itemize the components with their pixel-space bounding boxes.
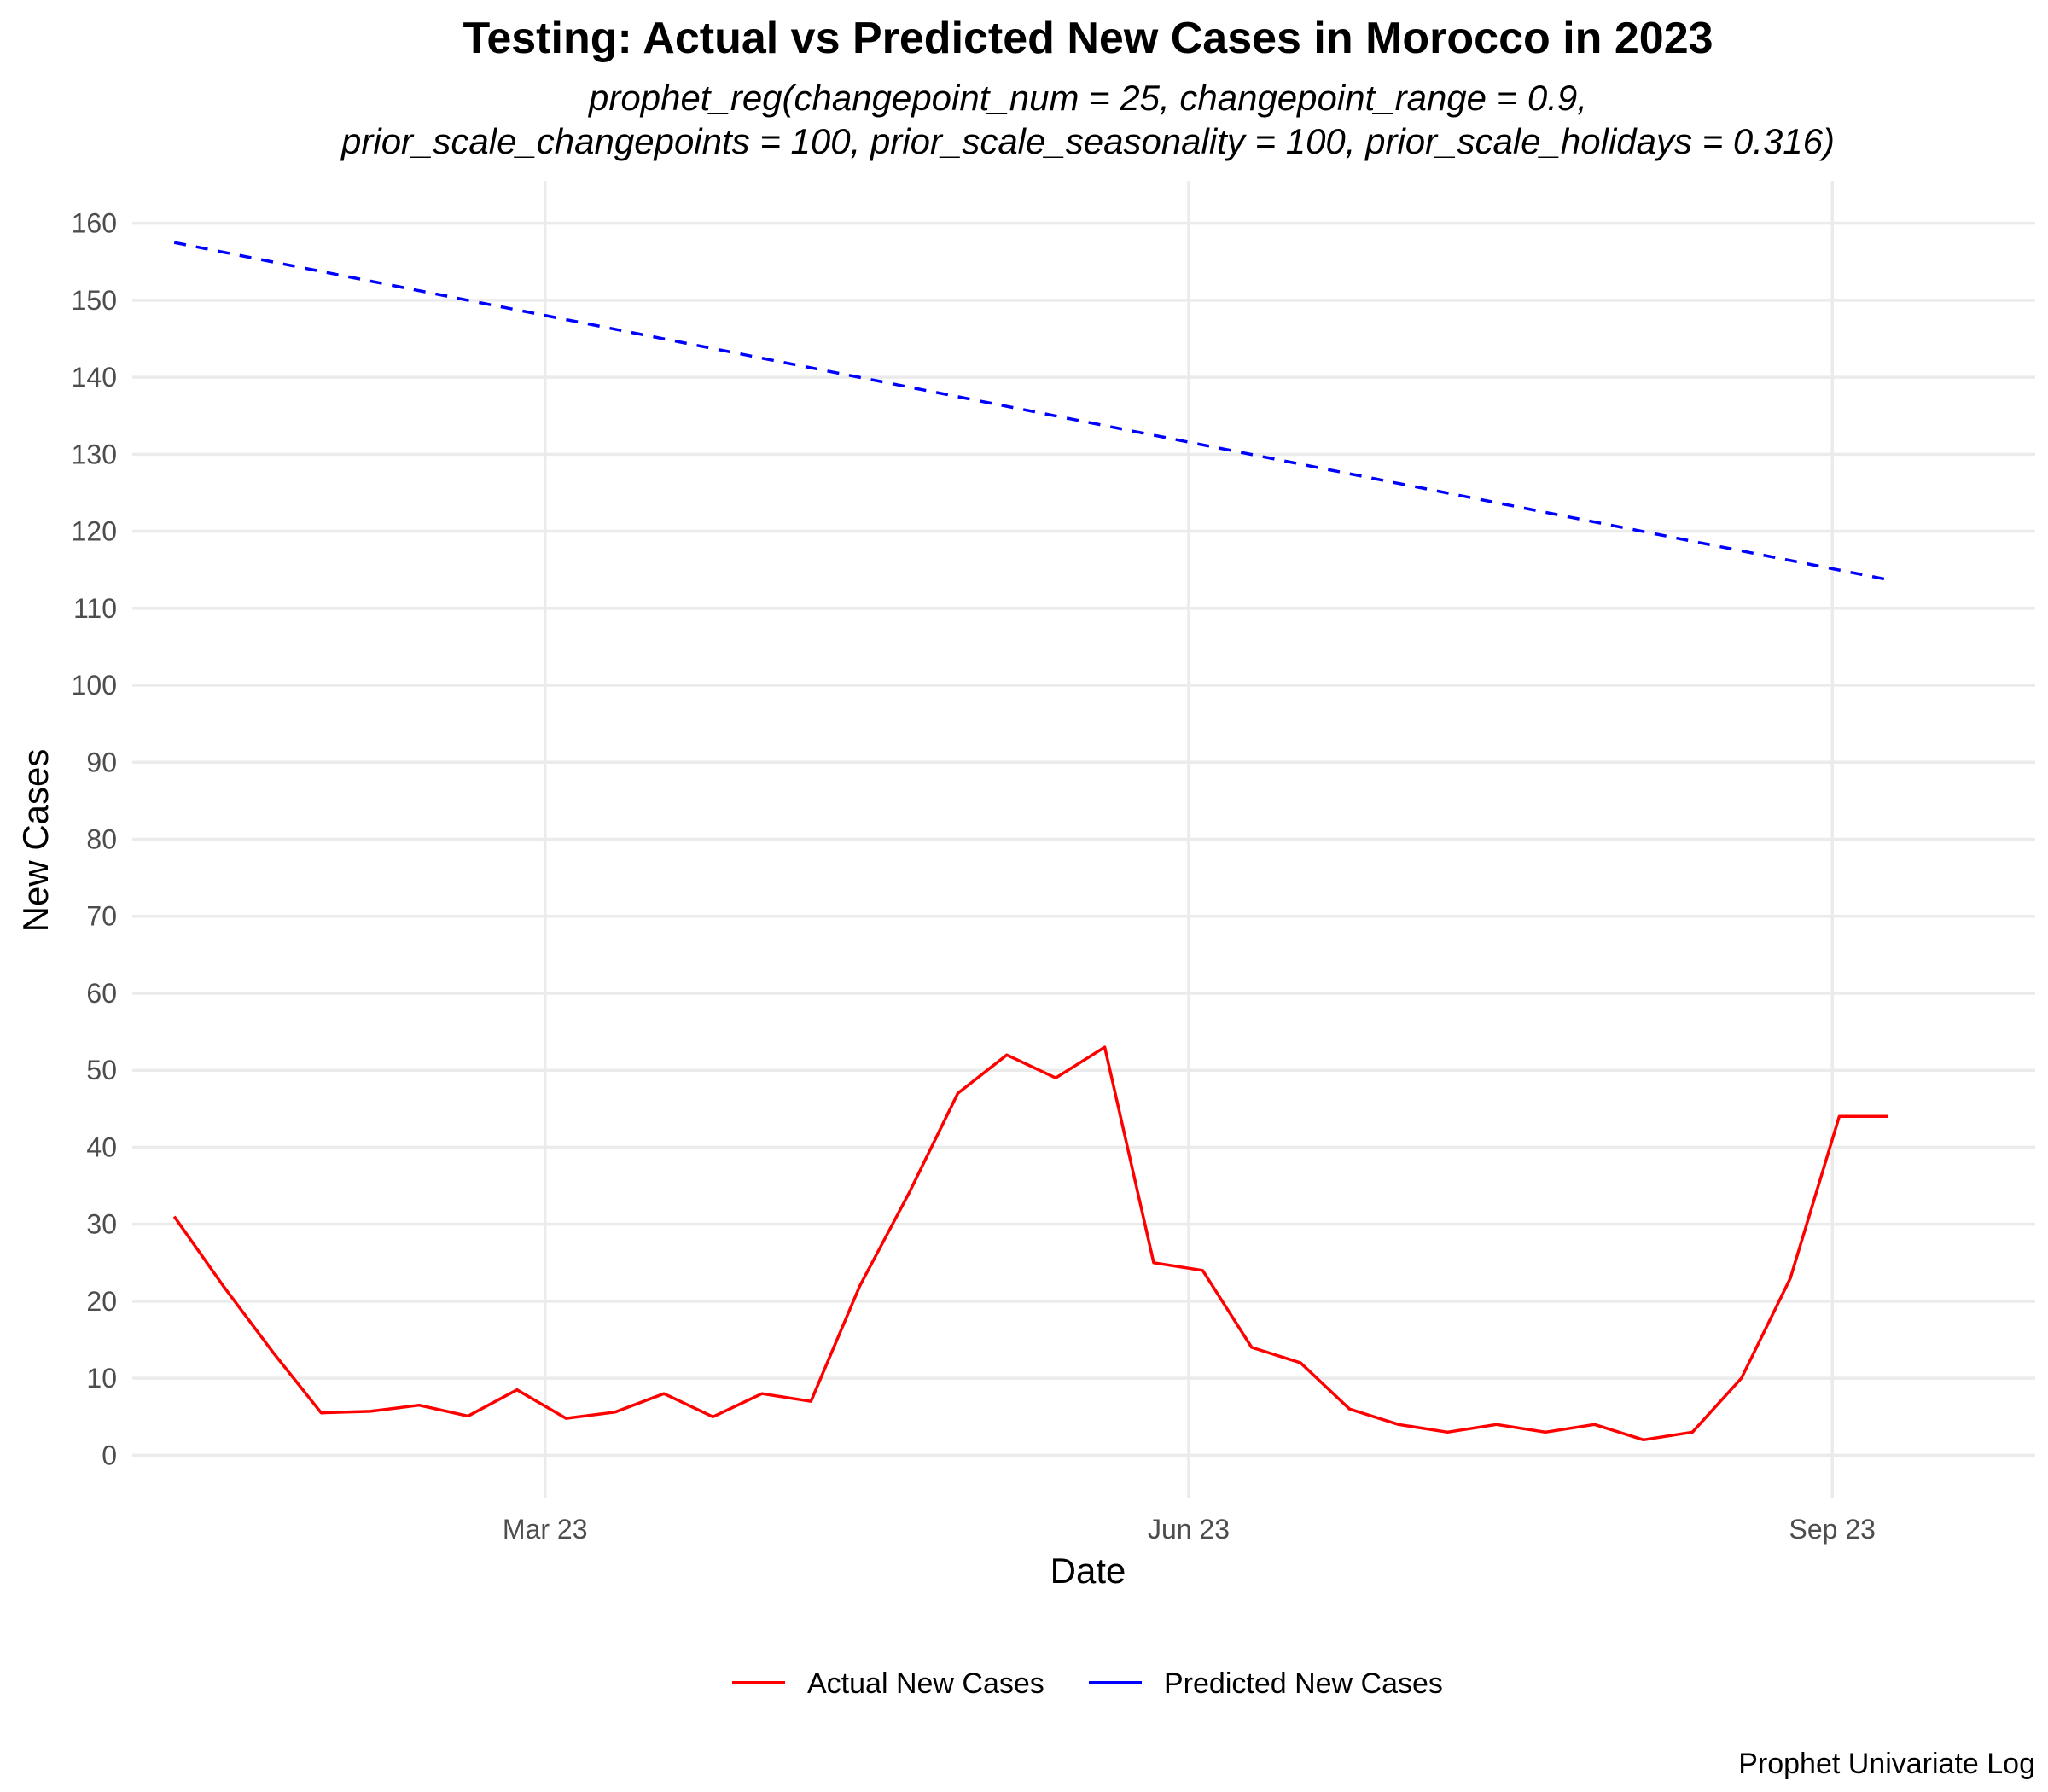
y-tick-label: 30 xyxy=(86,1209,117,1240)
x-tick-label: Jun 23 xyxy=(1148,1514,1230,1545)
y-tick-label: 50 xyxy=(86,1055,117,1085)
y-tick-label: 80 xyxy=(86,824,117,855)
y-tick-label: 40 xyxy=(86,1132,117,1162)
chart-subtitle-line-2: prior_scale_changepoints = 100, prior_sc… xyxy=(340,121,1835,161)
y-tick-label: 100 xyxy=(72,670,117,701)
y-tick-label: 160 xyxy=(72,208,117,239)
series-line-actual xyxy=(172,1045,1888,1442)
x-tick-label: Mar 23 xyxy=(503,1514,588,1545)
legend-label-actual: Actual New Cases xyxy=(807,1667,1044,1700)
series-line-predicted xyxy=(173,241,1889,582)
series-layer xyxy=(172,241,1889,1442)
legend-label-predicted: Predicted New Cases xyxy=(1164,1667,1443,1700)
y-tick-label: 20 xyxy=(86,1286,117,1317)
y-tick-label: 0 xyxy=(102,1440,117,1470)
y-tick-label: 140 xyxy=(72,362,117,393)
y-tick-label: 120 xyxy=(72,516,117,547)
y-tick-label: 150 xyxy=(72,285,117,316)
plot-area xyxy=(132,181,2035,1498)
y-tick-label: 130 xyxy=(72,439,117,469)
x-axis-title: Date xyxy=(1050,1551,1126,1591)
y-gridlines xyxy=(132,221,2035,1457)
y-tick-label: 70 xyxy=(86,901,117,932)
legend: Actual New Cases Predicted New Cases xyxy=(732,1667,1443,1700)
y-axis-title: New Cases xyxy=(15,749,55,933)
y-tick-label: 10 xyxy=(86,1363,117,1393)
y-tick-label: 110 xyxy=(73,593,117,624)
y-axis-ticks: 0 10 20 30 40 50 60 70 80 90 100 110 120 130 140 150 160 xyxy=(72,208,117,1471)
y-tick-label: 90 xyxy=(86,747,117,777)
y-tick-label: 60 xyxy=(86,978,117,1009)
x-gridlines xyxy=(543,181,1834,1498)
x-axis-ticks: Mar 23 Jun 23 Sep 23 xyxy=(503,1514,1876,1545)
x-tick-label: Sep 23 xyxy=(1789,1514,1876,1545)
chart-title: Testing: Actual vs Predicted New Cases i… xyxy=(463,14,1713,63)
chart-caption: Prophet Univariate Log xyxy=(1738,1748,2035,1780)
chart-subtitle-line-1: prophet_reg(changepoint_num = 25, change… xyxy=(587,78,1587,118)
